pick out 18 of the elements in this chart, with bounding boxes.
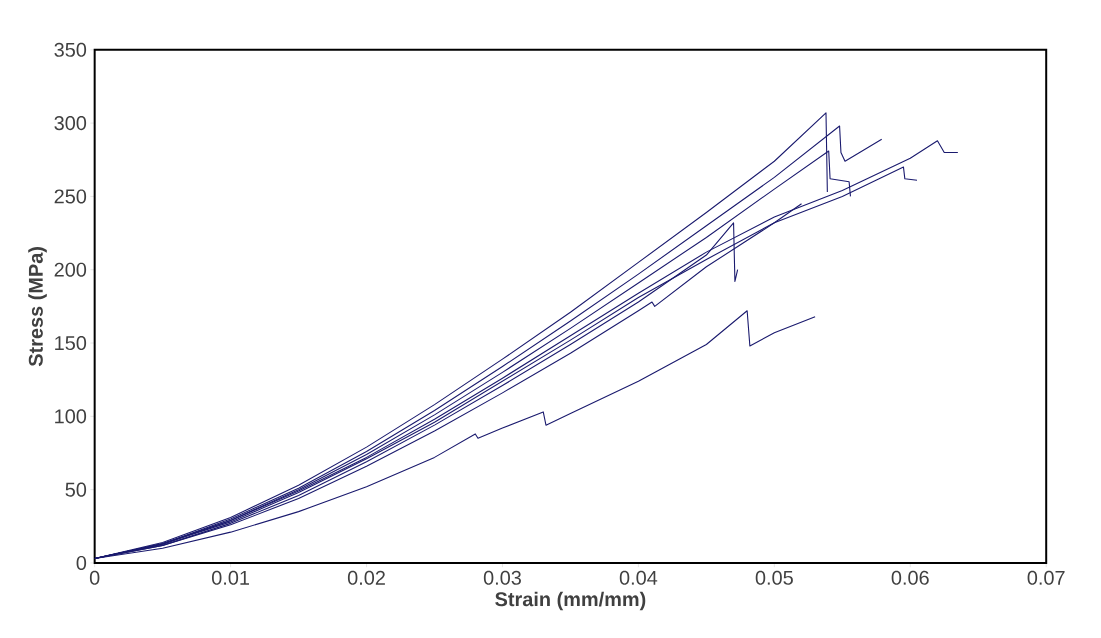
y-tick-label: 0 — [76, 556, 87, 571]
y-tick-label: 100 — [55, 409, 87, 424]
x-tick-label: 0.04 — [619, 570, 658, 585]
x-tick-label: 0.03 — [483, 570, 521, 585]
y-axis-title: Stress (MPa) — [28, 247, 47, 367]
y-tick-label: 50 — [65, 482, 87, 497]
x-tick-label: 0 — [89, 570, 100, 585]
x-tick-label: 0.02 — [347, 570, 385, 585]
x-axis-title: Strain (mm/mm) — [495, 591, 646, 611]
y-tick-label: 150 — [55, 336, 87, 351]
x-tick-label: 0.01 — [211, 570, 250, 585]
x-tick-label: 0.07 — [1027, 570, 1065, 585]
x-tick-label: 0.05 — [755, 570, 793, 585]
x-tick-label: 0.06 — [891, 570, 929, 585]
y-tick-label: 350 — [54, 42, 87, 58]
y-tick-label: 200 — [54, 262, 87, 277]
y-tick-label: 300 — [54, 116, 87, 131]
y-tick-label: 250 — [54, 189, 87, 204]
